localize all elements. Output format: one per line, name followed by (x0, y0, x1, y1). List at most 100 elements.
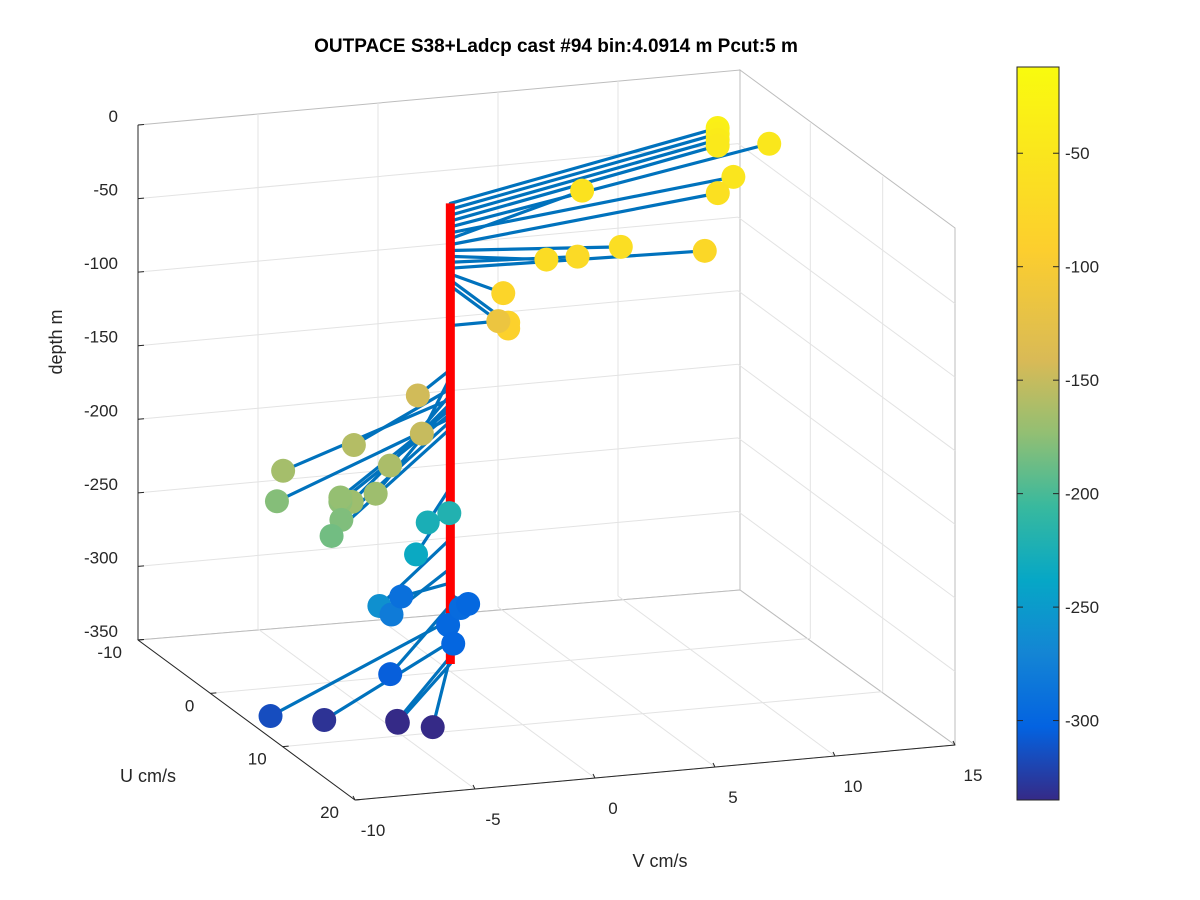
colorbar-tick-label: -150 (1065, 371, 1099, 390)
z-tick-mark (137, 418, 145, 420)
velocity-vector (448, 132, 720, 211)
x-tick-label: -10 (361, 821, 386, 840)
colorbar-tick-label: -200 (1065, 485, 1099, 504)
tick-marks: 0-50-100-150-200-250-300-350-1001020-10-… (84, 107, 982, 840)
data-point (341, 433, 366, 458)
z-tick-mark (137, 344, 145, 347)
colorbar-tick-label: -100 (1065, 258, 1099, 277)
grid-line (137, 363, 739, 420)
velocity-vector (448, 189, 584, 241)
grid-line (137, 143, 739, 200)
grid-line (737, 511, 956, 672)
data-point (409, 421, 434, 446)
grid-line (737, 216, 956, 378)
data-point (705, 133, 730, 158)
velocity-vector (448, 126, 720, 206)
back-wall-pane (137, 69, 741, 641)
colorbar (1016, 66, 1060, 801)
data-point (441, 631, 466, 656)
y-tick-mark (137, 638, 145, 641)
data-point (405, 383, 430, 408)
data-point (328, 485, 353, 510)
axis-lines (137, 125, 956, 801)
y-tick-label: 20 (320, 803, 339, 822)
data-point (456, 591, 481, 616)
data-point (271, 458, 296, 483)
colorbar-tick-label: -50 (1065, 144, 1090, 163)
z-tick-label: -300 (84, 548, 118, 567)
y-axis-line (137, 639, 356, 801)
x-tick-mark (712, 762, 716, 768)
data-point (404, 542, 429, 567)
x-tick-mark (952, 740, 956, 746)
data-point (565, 244, 590, 269)
y-tick-mark (354, 798, 362, 801)
data-point (385, 710, 410, 735)
velocity-vector (268, 618, 452, 718)
data-point (379, 602, 404, 627)
z-tick-mark (137, 271, 145, 273)
colorbar-tick-label: -300 (1065, 712, 1099, 731)
data-point (705, 181, 730, 206)
z-tick-label: -150 (84, 328, 118, 347)
data-point (312, 708, 337, 733)
grid-line (137, 216, 739, 273)
z-tick-label: 0 (109, 107, 118, 126)
x-tick-label: 5 (728, 788, 737, 807)
x-tick-mark (832, 751, 836, 757)
data-point (415, 510, 440, 535)
velocity-vector (395, 655, 452, 723)
velocity-vector (281, 397, 452, 473)
grid-line (210, 637, 811, 694)
z-tick-mark (137, 124, 145, 126)
y-tick-label: 0 (185, 696, 194, 715)
x-tick-label: 10 (844, 777, 863, 796)
velocity-vector (448, 142, 771, 229)
grid-line (497, 606, 716, 768)
axes-panes (136, 69, 957, 801)
velocity-vector (448, 245, 623, 253)
z-tick-mark (137, 197, 145, 200)
y-tick-label: -10 (97, 643, 122, 662)
grid-line (137, 437, 739, 494)
y-tick-mark (210, 692, 217, 694)
z-tick-mark (137, 491, 145, 494)
z-tick-label: -100 (84, 254, 118, 273)
x-tick-mark (592, 773, 596, 779)
z-tick-label: -50 (93, 181, 118, 200)
data-point (319, 523, 344, 548)
grid-line (617, 595, 836, 757)
velocity-vector (352, 387, 452, 447)
x-axis-line (354, 744, 956, 801)
velocity-vector (396, 662, 452, 725)
z-tick-label: -350 (84, 622, 118, 641)
data-point (258, 704, 283, 729)
velocity-vector (338, 407, 452, 500)
data-point (757, 131, 782, 156)
data-point (486, 309, 511, 334)
data-point (378, 662, 403, 687)
data-point (363, 481, 388, 506)
colorbar-ticks: -50 -100 -150 -200 -250 -300 (1017, 144, 1099, 731)
velocity-vector (448, 138, 720, 217)
x-tick-label: 0 (608, 799, 617, 818)
data-points (258, 115, 782, 740)
y-tick-mark (282, 745, 289, 748)
data-point (608, 234, 633, 259)
chart-title: OUTPACE S38+Ladcp cast #94 bin:4.0914 m … (314, 36, 798, 57)
x-tick-label: -5 (485, 810, 500, 829)
z-axis-label: depth m (46, 309, 66, 374)
y-axis-label: U cm/s (120, 766, 176, 786)
x-axis-label: V cm/s (632, 851, 687, 871)
velocity-vector (448, 175, 735, 235)
colorbar-tick-label: -250 (1065, 598, 1099, 617)
grid-line (137, 290, 739, 347)
x-tick-label: 15 (964, 766, 983, 785)
data-point (692, 238, 717, 263)
data-point (491, 281, 516, 306)
x-tick-mark (472, 784, 476, 790)
data-point (420, 715, 445, 740)
data-point (570, 178, 595, 203)
